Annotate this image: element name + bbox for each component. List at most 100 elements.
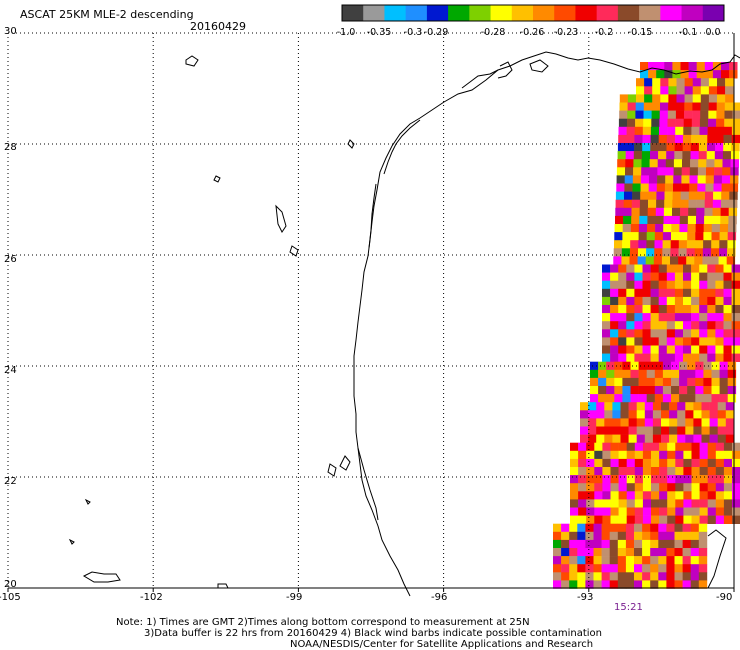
colorbar-swatch — [639, 5, 661, 21]
swath-pixel — [714, 159, 723, 168]
swath-pixel — [683, 305, 692, 314]
swath-pixel — [729, 62, 738, 71]
swath-pixel — [691, 507, 700, 516]
swath-pixel — [671, 386, 680, 395]
swath-pixel — [716, 110, 725, 119]
swath-pixel — [639, 207, 648, 217]
swath-pixel — [649, 159, 658, 168]
swath-pixel — [723, 467, 733, 476]
swath-pixel — [707, 329, 716, 338]
swath-pixel — [638, 369, 647, 379]
swath-pixel — [643, 110, 652, 119]
swath-pixel — [660, 86, 669, 95]
swath-pixel — [618, 337, 627, 346]
swath-pixel — [626, 499, 636, 508]
swath-pixel — [658, 313, 668, 322]
swath-pixel — [617, 580, 627, 589]
x-tick-105: -105 — [0, 592, 21, 603]
swath-pixel — [688, 207, 697, 217]
swath-pixel — [670, 248, 679, 257]
swath-pixel — [604, 426, 613, 435]
x-tick-99: -99 — [286, 592, 303, 603]
swath-pixel — [695, 377, 704, 387]
swath-pixel — [650, 126, 660, 136]
swath-pixel — [709, 410, 718, 419]
swath-pixel — [688, 199, 697, 209]
swath-pixel — [666, 353, 676, 362]
swath-pixel — [706, 151, 716, 160]
swath-pixel — [626, 442, 636, 452]
swath-pixel — [658, 531, 667, 541]
swath-pixel — [719, 224, 729, 233]
swath-pixel — [622, 240, 631, 249]
swath-pixel — [691, 321, 700, 330]
swath-pixel — [570, 442, 579, 452]
swath-pixel — [699, 305, 708, 314]
swath-pixel — [651, 499, 660, 508]
swath-pixel — [715, 126, 725, 136]
swath-pixel — [642, 572, 651, 581]
swath-pixel — [691, 499, 700, 508]
swath-pixel — [658, 580, 667, 589]
swath-pixel — [699, 507, 708, 516]
swath-pixel — [683, 337, 692, 346]
swath-pixel — [720, 199, 730, 209]
swath-pixel — [686, 240, 696, 249]
swath-pixel — [683, 507, 692, 516]
swath-pixel — [625, 572, 635, 581]
swath-pixel — [570, 458, 579, 468]
swath-pixel — [617, 531, 627, 541]
swath-pixel — [666, 151, 675, 160]
swath-pixel — [659, 491, 668, 500]
swath-pixel — [654, 394, 664, 403]
colorbar-label: -0.23 — [554, 27, 579, 38]
swath-pixel — [731, 134, 740, 144]
swath-pixel — [715, 134, 724, 144]
swath-pixel — [717, 434, 727, 443]
swath-pixel — [699, 337, 708, 346]
swath-pixel — [616, 183, 625, 192]
swath-pixel — [674, 580, 683, 589]
swath-pixel — [699, 126, 708, 136]
swath-pixel — [674, 288, 684, 298]
swath-pixel — [690, 523, 700, 533]
swath-pixel — [679, 215, 689, 225]
swath-pixel — [666, 572, 675, 581]
swath-pixel — [731, 305, 740, 314]
swath-pixel — [577, 580, 586, 589]
swath-pixel — [650, 288, 659, 298]
swath-pixel — [713, 191, 722, 200]
swath-pixel — [687, 386, 696, 395]
swath-pixel — [680, 199, 689, 209]
swath-pixel — [664, 62, 673, 71]
swath-pixel — [590, 361, 599, 371]
swath-pixel — [680, 62, 689, 71]
swath-pixel — [703, 377, 712, 387]
swath-pixel — [561, 580, 570, 589]
swath-pixel — [594, 467, 603, 476]
swath-pixel — [685, 410, 694, 419]
swath-pixel — [732, 118, 740, 128]
swath-pixel — [680, 191, 690, 200]
swath-pixel — [728, 207, 738, 217]
swath-pixel — [701, 434, 710, 443]
swath-pixel — [709, 434, 718, 443]
swath-pixel — [695, 386, 704, 395]
swath-pixel — [682, 564, 691, 573]
swath-pixel — [645, 256, 655, 265]
swath-pixel — [675, 483, 684, 492]
swath-pixel — [641, 159, 650, 168]
swath-pixel — [650, 272, 659, 281]
swath-pixel — [610, 345, 619, 354]
swath-pixel — [617, 572, 627, 581]
swath-pixel — [625, 523, 635, 533]
swath-pixel — [569, 556, 578, 565]
swath-pixel — [606, 386, 615, 395]
mexico-island — [357, 447, 379, 521]
lake-small-8 — [707, 529, 727, 589]
swath-pixel — [693, 402, 702, 411]
swath-pixel — [585, 531, 594, 541]
swath-pixel — [658, 280, 668, 290]
swath-pixel — [674, 151, 683, 160]
swath-pixel — [602, 280, 611, 290]
